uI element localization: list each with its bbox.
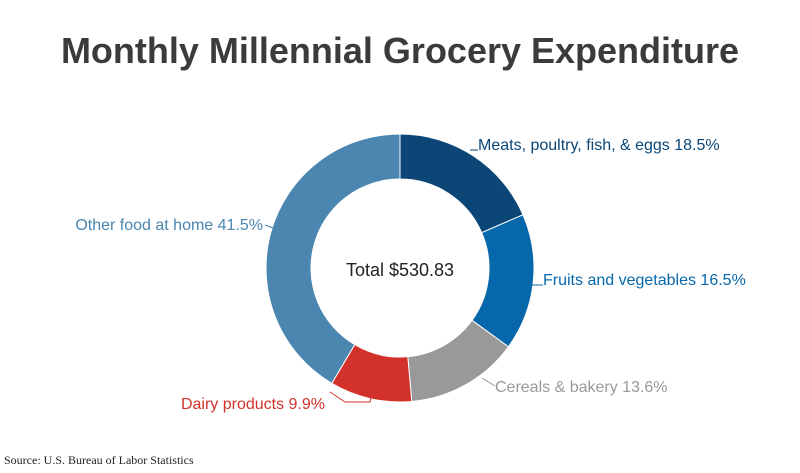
slice-label: Meats, poultry, fish, & eggs 18.5% [478, 137, 720, 154]
source-note: Source: U.S. Bureau of Labor Statistics [4, 453, 194, 467]
donut-slices [265, 133, 535, 403]
slice-label: Dairy products 9.9% [181, 396, 325, 413]
donut-slice [265, 133, 401, 385]
leader-lines [264, 149, 543, 403]
slice-label: Fruits and vegetables 16.5% [543, 272, 746, 289]
chart-title: Monthly Millennial Grocery Expenditure [60, 30, 740, 71]
slice-label: Other food at home 41.5% [75, 217, 263, 234]
leader-line [264, 224, 274, 229]
slice-label: Cereals & bakery 13.6% [495, 379, 668, 396]
leader-line [481, 377, 496, 387]
center-total-label: Total $530.83 [346, 260, 454, 280]
slice-labels: Meats, poultry, fish, & eggs 18.5% Fruits… [75, 137, 745, 413]
leader-line [329, 391, 373, 403]
